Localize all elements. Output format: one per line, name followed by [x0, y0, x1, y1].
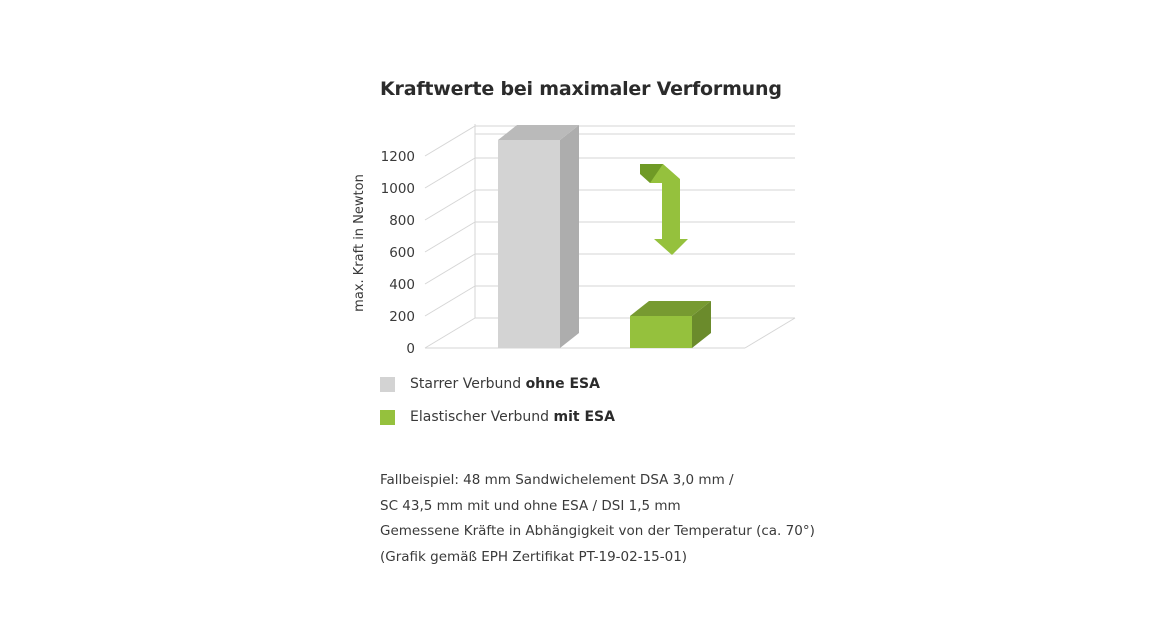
- legend-label: Elastischer Verbund mit ESA: [410, 409, 615, 425]
- green-down-arrow-fold: [640, 164, 663, 183]
- green-down-arrow-icon: [640, 164, 688, 255]
- y-tick-label: 800: [389, 213, 415, 229]
- grid-line: [424, 285, 795, 317]
- grid-line: [424, 221, 795, 253]
- bar-mit-esa: [630, 301, 711, 348]
- legend-swatch-green: [380, 409, 395, 425]
- y-tick-label: 400: [389, 277, 415, 293]
- legend-label: Starrer Verbund ohne ESA: [410, 376, 600, 392]
- note-line: SC 43,5 mm mit und ohne ESA / DSI 1,5 mm: [380, 497, 681, 514]
- chart-title: Kraftwerte bei maximaler Verformung: [380, 78, 782, 100]
- note-line: (Grafik gemäß EPH Zertifikat PT-19-02-15…: [380, 548, 688, 565]
- footnotes: Fallbeispiel: 48 mm Sandwichelement DSA …: [380, 468, 815, 570]
- note-line: Gemessene Kräfte in Abhängigkeit von der…: [380, 523, 815, 539]
- note-line: Fallbeispiel: 48 mm Sandwichelement DSA …: [380, 472, 734, 488]
- bars: [498, 125, 711, 348]
- y-tick-label: 600: [389, 245, 415, 261]
- y-tick-label: 0: [406, 341, 415, 357]
- bar-ohne-esa: [498, 125, 579, 348]
- grid-line: [424, 157, 795, 189]
- y-axis-label: max. Kraft in Newton: [352, 174, 367, 312]
- legend-swatch-gray: [380, 376, 395, 392]
- bar-chart: 0 200 400 600 800 1000 1200 max. Kraft in Newt…: [352, 124, 796, 357]
- grid-line: [424, 317, 795, 349]
- grid-layer: [424, 124, 796, 349]
- grid-line: [424, 125, 795, 157]
- y-tick-label: 1000: [381, 181, 415, 197]
- legend-item-ohne-esa: Starrer Verbund ohne ESA: [380, 376, 600, 392]
- grid-line: [424, 253, 795, 285]
- legend-item-mit-esa: Elastischer Verbund mit ESA: [380, 409, 615, 425]
- arrow-annotation: [640, 164, 688, 255]
- grid-line: [424, 189, 795, 221]
- y-tick-label: 1200: [381, 149, 415, 165]
- y-tick-labels: 0 200 400 600 800 1000 1200: [381, 149, 415, 357]
- y-tick-label: 200: [389, 309, 415, 325]
- floor: [425, 317, 796, 349]
